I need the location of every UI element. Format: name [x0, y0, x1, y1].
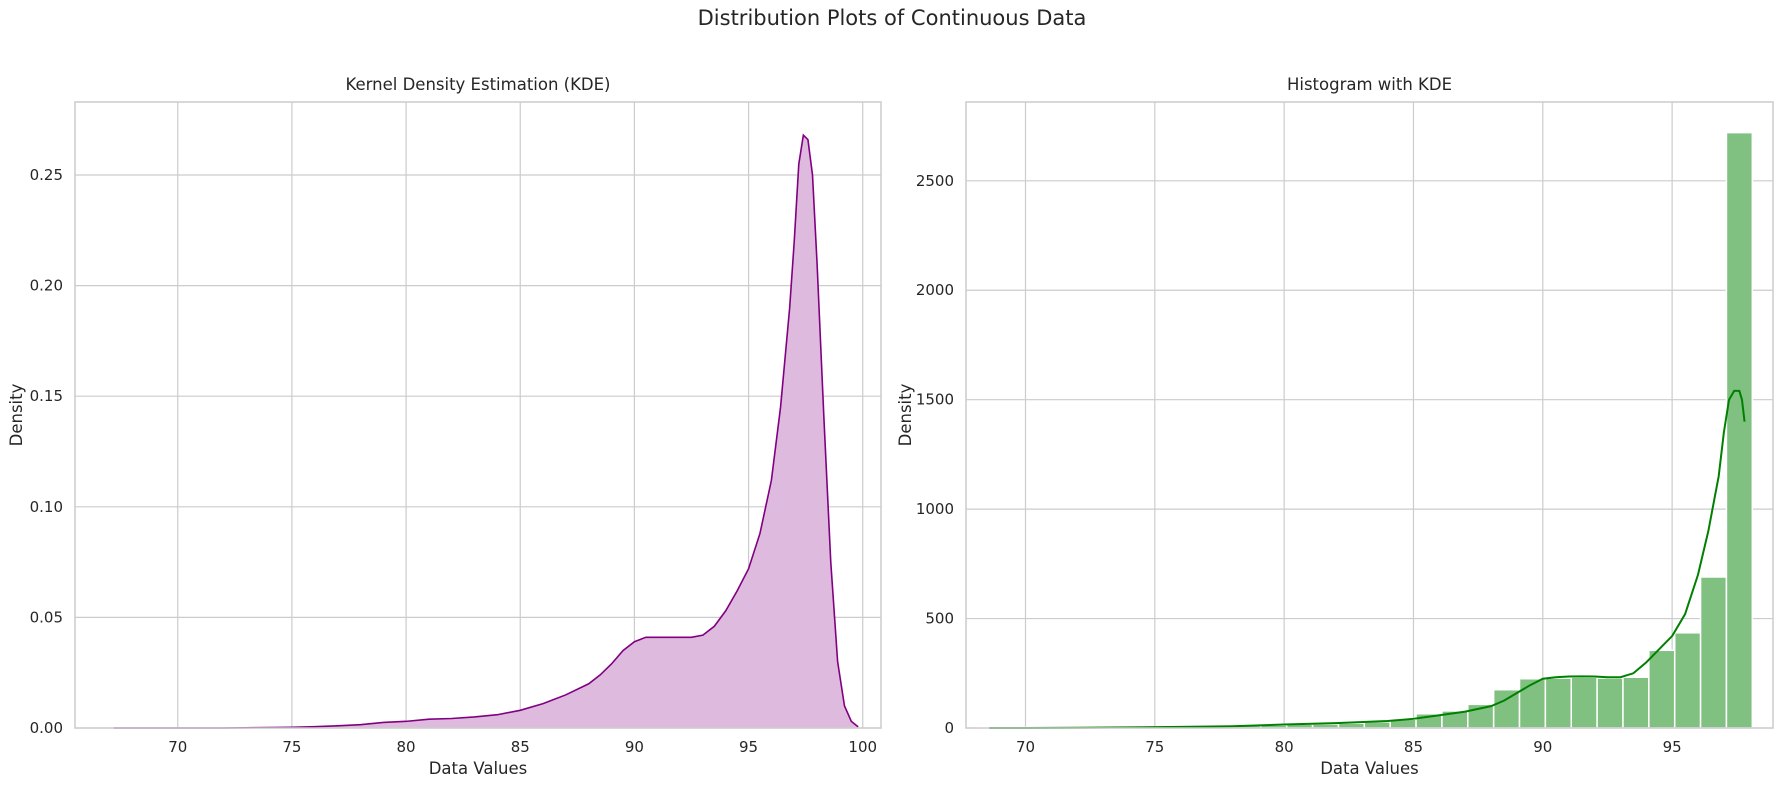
kde-line [113, 133, 859, 729]
kde-y-tick-label: 0.05 [30, 608, 63, 626]
histogram-bar [1570, 676, 1598, 729]
kde-x-tick-label: 85 [511, 738, 530, 756]
histogram-kde-line [989, 389, 1746, 729]
histogram-bar [1699, 576, 1728, 729]
histogram-x-tick-label: 75 [1145, 738, 1164, 756]
histogram-bars [975, 131, 1754, 729]
histogram-bar [1622, 676, 1650, 729]
histogram-bar [1725, 131, 1754, 729]
histogram-x-axis-label: Data Values [1320, 759, 1419, 778]
kde-y-tick-label: 0.15 [30, 387, 63, 405]
histogram-x-tick-label: 70 [1016, 738, 1035, 756]
kde-grid [75, 102, 881, 729]
histogram-y-tick-label: 0 [944, 719, 954, 737]
kde-area [113, 133, 859, 729]
kde-x-tick-label: 90 [625, 738, 644, 756]
histogram-plot-frame [965, 101, 1774, 729]
kde-title: Kernel Density Estimation (KDE) [346, 75, 611, 94]
histogram-y-tick-label: 1000 [916, 500, 954, 518]
histogram-plot-background [966, 102, 1773, 728]
kde-y-tick-label: 0.10 [30, 498, 63, 516]
histogram-x-tick-label: 80 [1275, 738, 1294, 756]
kde-x-tick-label: 95 [739, 738, 758, 756]
histogram-bar [1648, 649, 1676, 729]
histogram-y-tick-label: 1500 [916, 391, 954, 409]
histogram-kde [989, 389, 1746, 729]
kde-x-tick-labels: 70 75 80 85 90 95 100 [168, 738, 877, 756]
kde-x-tick-label: 100 [848, 738, 877, 756]
histogram-y-tick-label: 500 [925, 610, 954, 628]
histogram-y-tick-label: 2000 [916, 281, 954, 299]
histogram-bar [1544, 677, 1573, 729]
histogram-y-tick-labels: 0 500 1000 1500 2000 2500 [916, 172, 954, 737]
kde-x-tick-label: 75 [282, 738, 301, 756]
histogram-x-tick-label: 85 [1404, 738, 1423, 756]
histogram-bar [1673, 632, 1702, 729]
kde-x-tick-label: 80 [397, 738, 416, 756]
histogram-y-tick-label: 2500 [916, 172, 954, 190]
kde-plot-frame [74, 101, 882, 729]
histogram-bar [1596, 677, 1624, 729]
histogram-bar [1518, 678, 1547, 729]
histogram-y-axis-label: Density [896, 383, 915, 446]
histogram-x-tick-label: 90 [1533, 738, 1552, 756]
kde-y-axis-label: Density [7, 383, 26, 446]
histogram-x-tick-label: 95 [1663, 738, 1682, 756]
histogram-bar [1492, 688, 1521, 729]
histogram-panel: 70 75 80 85 90 95 0 500 1000 1500 2000 2500 Histog… [896, 75, 1774, 778]
histogram-grid [966, 102, 1773, 729]
kde-y-tick-labels: 0.00 0.05 0.10 0.15 0.20 0.25 [30, 166, 63, 737]
kde-y-tick-label: 0.20 [30, 277, 63, 295]
kde-x-tick-label: 70 [168, 738, 187, 756]
kde-y-tick-label: 0.25 [30, 166, 63, 184]
kde-x-axis-label: Data Values [429, 759, 528, 778]
figure-suptitle: Distribution Plots of Continuous Data [698, 6, 1087, 30]
kde-panel: 70 75 80 85 90 95 100 0.00 0.05 0.10 0.15 0.20 0.25… [7, 75, 882, 778]
kde-y-tick-label: 0.00 [30, 719, 63, 737]
kde-fill [113, 135, 859, 728]
histogram-x-tick-labels: 70 75 80 85 90 95 [1016, 738, 1682, 756]
histogram-title: Histogram with KDE [1287, 75, 1452, 94]
